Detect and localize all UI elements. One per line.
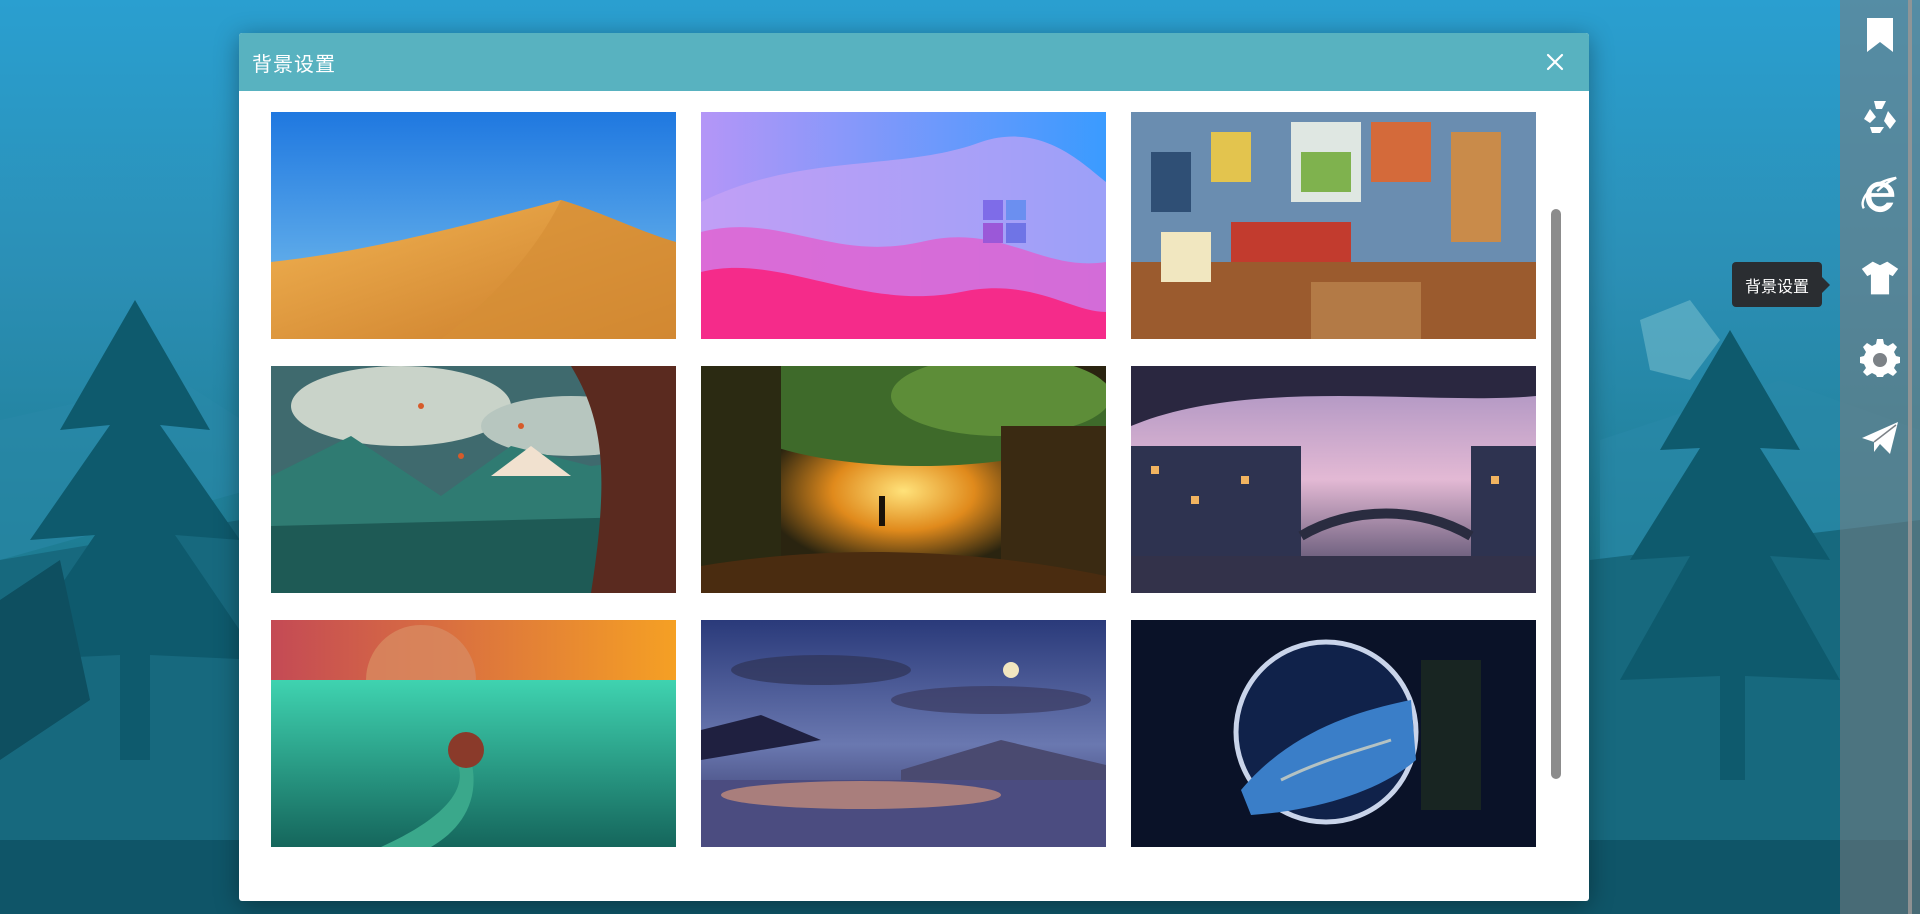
sidebar-tooltip: 背景设置 (1732, 262, 1830, 307)
modal-header: 背景设置 (239, 33, 1589, 91)
settings-button[interactable] (1860, 339, 1900, 379)
shirt-icon (1861, 261, 1899, 295)
wallpaper-horses[interactable] (701, 620, 1106, 847)
sidebar-rail (1840, 0, 1920, 914)
wallpaper-mountains[interactable] (271, 366, 676, 593)
modal-scrollbar[interactable] (1551, 209, 1561, 779)
sidebar-edge (1908, 0, 1912, 914)
send-button[interactable] (1860, 418, 1900, 458)
bookmark-icon (1867, 18, 1893, 52)
recycle-icon (1864, 101, 1896, 133)
close-icon (1546, 53, 1564, 71)
wallpaper-village[interactable] (1131, 366, 1536, 593)
background-settings-modal: 背景设置 (239, 33, 1589, 901)
wallpaper-ocean[interactable] (271, 620, 676, 847)
ie-icon (1861, 176, 1897, 213)
wallpaper-desert[interactable] (271, 112, 676, 339)
background-settings-button[interactable] (1860, 258, 1900, 298)
wallpaper-bedroom[interactable] (1131, 112, 1536, 339)
wallpaper-grid (271, 112, 1536, 847)
wallpaper-earth[interactable] (1131, 620, 1536, 847)
close-button[interactable] (1543, 50, 1567, 74)
ie-button[interactable] (1860, 175, 1900, 215)
recycle-button[interactable] (1860, 96, 1900, 136)
modal-body (239, 91, 1589, 901)
gear-icon (1860, 339, 1900, 377)
wallpaper-windows[interactable] (701, 112, 1106, 339)
modal-title: 背景设置 (252, 51, 336, 76)
bookmark-button[interactable] (1860, 15, 1900, 55)
wallpaper-tree[interactable] (701, 366, 1106, 593)
paper-plane-icon (1862, 422, 1898, 454)
